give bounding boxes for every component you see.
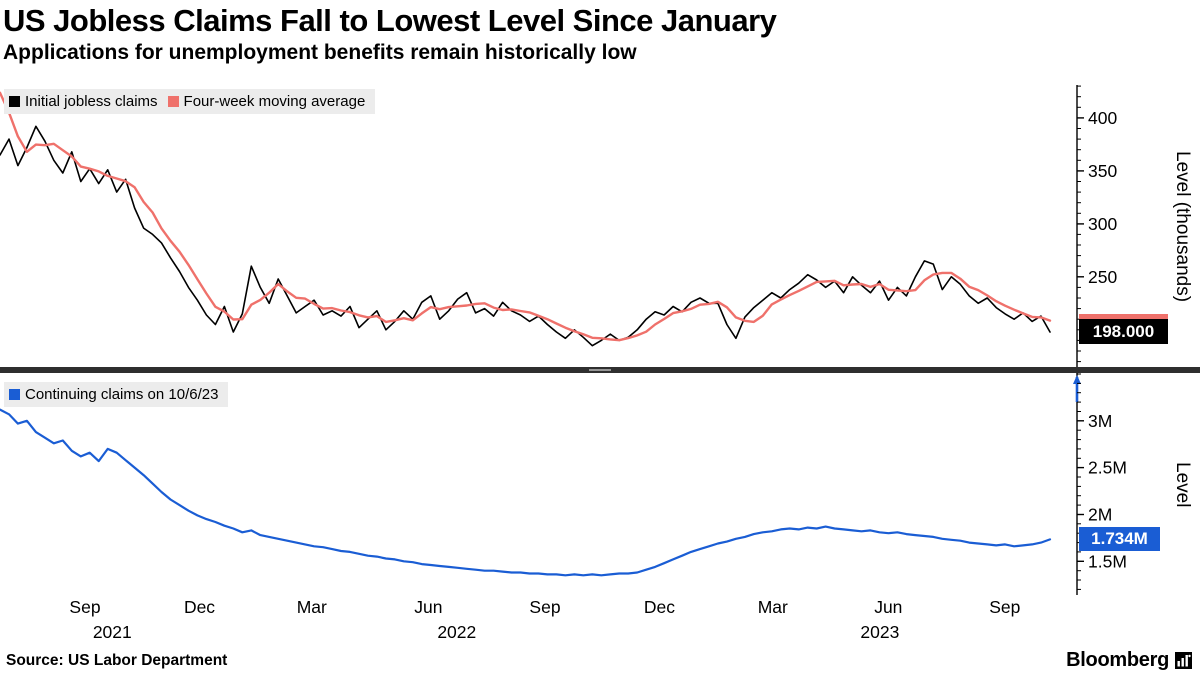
svg-text:Dec: Dec <box>644 597 675 617</box>
y-axis-title-top: Level (thousands) <box>1172 150 1193 303</box>
svg-text:Dec: Dec <box>184 597 215 617</box>
legend-item-moving-average: Four-week moving average <box>167 93 366 110</box>
chart-header: US Jobless Claims Fall to Lowest Level S… <box>3 2 1197 66</box>
bloomberg-wordmark: Bloomberg <box>1066 649 1169 671</box>
series-line-continuing-claims-on-10-6-23 <box>0 408 1052 577</box>
legend-label-continuing-claims: Continuing claims on 10/6/23 <box>25 386 219 403</box>
bloomberg-chart-icon <box>1175 652 1192 669</box>
svg-text:250: 250 <box>1088 267 1117 287</box>
separator-drag-handle[interactable] <box>589 369 611 371</box>
legend-item-continuing-claims: Continuing claims on 10/6/23 <box>9 386 218 403</box>
legend-label-initial-claims: Initial jobless claims <box>25 93 158 110</box>
initial-claims-value-label: 198.000 <box>1079 319 1168 344</box>
svg-text:2M: 2M <box>1088 504 1112 524</box>
svg-text:400: 400 <box>1088 108 1117 128</box>
continuing-claims-value-label: 1.734M <box>1079 527 1160 551</box>
svg-text:Mar: Mar <box>758 597 788 617</box>
svg-text:Sep: Sep <box>989 597 1020 617</box>
source-label: Source: US Labor Department <box>6 651 228 669</box>
svg-text:Jun: Jun <box>874 597 902 617</box>
moving-average-swatch-icon <box>167 96 179 107</box>
svg-text:Sep: Sep <box>529 597 560 617</box>
bloomberg-logo: Bloomberg <box>1066 649 1192 672</box>
svg-text:Jun: Jun <box>414 597 442 617</box>
series-group-panel-1 <box>0 408 1052 577</box>
svg-text:2023: 2023 <box>860 622 899 642</box>
svg-text:3M: 3M <box>1088 411 1112 431</box>
continuing-claims-swatch-icon <box>9 389 20 400</box>
svg-text:1.5M: 1.5M <box>1088 551 1127 571</box>
legend-bottom-panel: Continuing claims on 10/6/23 <box>4 382 229 407</box>
initial-claims-swatch-icon <box>9 96 20 107</box>
series-group-panel-0 <box>0 91 1052 347</box>
page-title: US Jobless Claims Fall to Lowest Level S… <box>3 3 777 38</box>
legend-label-moving-average: Four-week moving average <box>183 93 366 110</box>
svg-text:2022: 2022 <box>437 622 476 642</box>
page-subtitle: Applications for unemployment benefits r… <box>3 41 637 64</box>
y-axis-ticks-panel-1: 1.5M 2M 2.5M 3M <box>1077 373 1127 590</box>
panel-separator <box>0 367 1200 373</box>
legend-item-initial-claims: Initial jobless claims <box>9 93 158 110</box>
series-line-four-week-moving-average <box>0 91 1052 342</box>
svg-text:300: 300 <box>1088 214 1117 234</box>
svg-text:Mar: Mar <box>297 597 327 617</box>
x-axis-labels: Sep Dec Mar Jun Sep Dec Mar Jun Sep 2021 2022 2023 <box>69 597 1020 642</box>
svg-text:2021: 2021 <box>93 622 132 642</box>
svg-text:Sep: Sep <box>69 597 100 617</box>
y-axis-title-bottom: Level <box>1172 461 1193 508</box>
chart-footer: Source: US Labor Department Bloomberg <box>6 649 1192 672</box>
series-line-initial-jobless-claims <box>0 125 1051 347</box>
legend-top-panel: Initial jobless claims Four-week moving … <box>4 89 376 114</box>
svg-text:350: 350 <box>1088 161 1117 181</box>
svg-text:2.5M: 2.5M <box>1088 458 1127 478</box>
